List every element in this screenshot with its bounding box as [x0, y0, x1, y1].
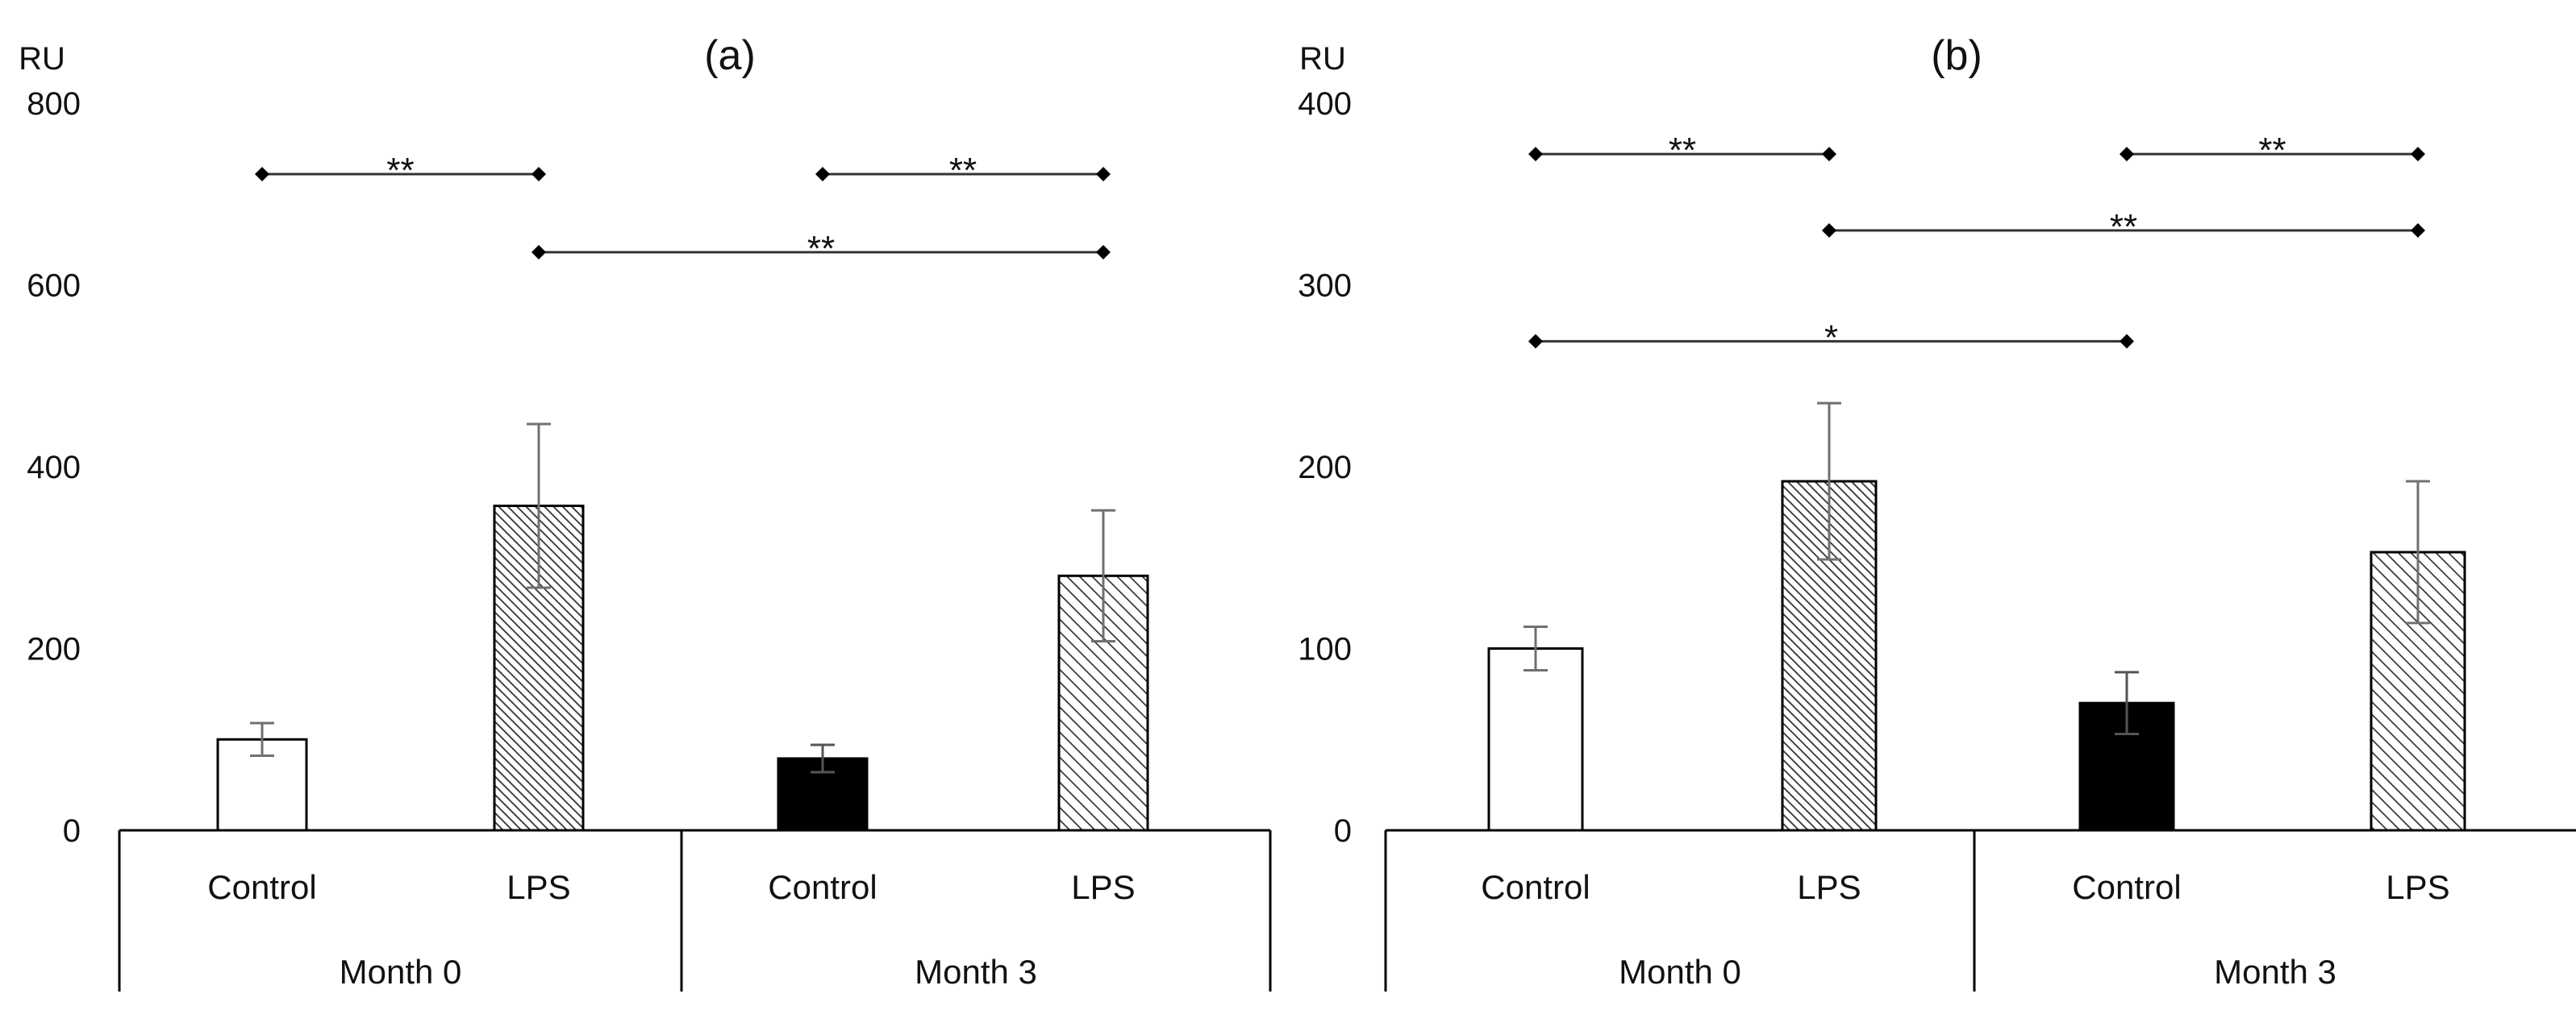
bar [1487, 647, 1584, 832]
y-tick-label: 400 [1298, 86, 1352, 122]
significance-marker [1528, 334, 1543, 349]
significance-label: ** [2110, 207, 2137, 247]
group-label: Month 0 [1619, 953, 1741, 991]
y-tick-label: 100 [1298, 632, 1352, 667]
x-tick-label: Control [207, 868, 316, 906]
y-tick-label: 0 [1334, 813, 1352, 849]
x-tick-label: Control [2072, 868, 2181, 906]
x-tick-label: LPS [506, 868, 570, 906]
y-tick-label: 300 [1298, 268, 1352, 304]
significance-marker [1096, 166, 1111, 181]
significance-label: * [1824, 318, 1838, 357]
group-label: Month 3 [2214, 953, 2336, 991]
significance-marker [1528, 147, 1543, 162]
significance-marker [2120, 334, 2134, 349]
x-tick-label: LPS [1797, 868, 1861, 906]
chart-title: (a) [704, 32, 756, 79]
significance-marker [815, 166, 830, 181]
significance-label: ** [949, 151, 977, 190]
group-label: Month 0 [340, 953, 462, 991]
y-tick-label: 400 [27, 450, 81, 485]
significance-marker [1822, 222, 1836, 238]
x-tick-label: LPS [1071, 868, 1135, 906]
chart-title: (b) [1931, 32, 1982, 79]
x-tick-label: LPS [2386, 868, 2449, 906]
y-tick-label: 200 [1298, 450, 1352, 485]
y-tick-label: 600 [27, 268, 81, 304]
x-tick-label: Control [768, 868, 877, 906]
significance-label: ** [1669, 131, 1696, 170]
significance-label: ** [2258, 131, 2286, 170]
y-tick-label: 800 [27, 86, 81, 122]
x-tick-label: Control [1481, 868, 1590, 906]
group-label: Month 3 [915, 953, 1037, 991]
significance-marker [2120, 147, 2134, 162]
significance-marker [2411, 222, 2425, 238]
significance-marker [1822, 147, 1836, 162]
y-tick-label: 200 [27, 632, 81, 667]
y-axis-label: RU [19, 41, 65, 77]
significance-marker [2411, 147, 2425, 162]
y-axis-label: RU [1299, 41, 1346, 77]
significance-marker [531, 166, 546, 181]
significance-marker [1096, 244, 1111, 260]
significance-marker [531, 244, 546, 260]
significance-label: ** [807, 229, 835, 268]
bar [1057, 574, 1149, 832]
significance-marker [255, 166, 269, 181]
significance-label: ** [386, 151, 414, 190]
y-tick-label: 0 [63, 813, 81, 849]
